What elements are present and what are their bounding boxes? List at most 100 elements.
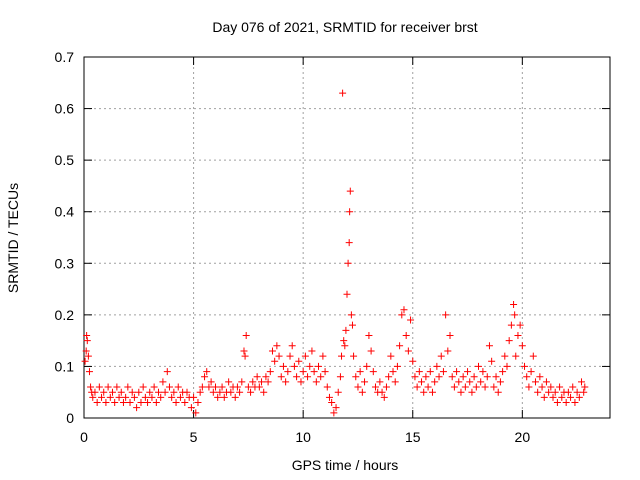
data-point: [190, 393, 198, 401]
data-point: [345, 239, 353, 247]
data-point: [205, 383, 213, 391]
data-point: [499, 368, 507, 376]
data-point: [404, 347, 412, 355]
data-point: [341, 342, 349, 350]
data-point: [352, 373, 360, 381]
data-point: [398, 311, 406, 319]
data-point: [220, 393, 228, 401]
data-point: [260, 388, 268, 396]
data-point: [536, 373, 544, 381]
data-point: [214, 393, 222, 401]
data-point: [83, 337, 91, 345]
data-point: [547, 383, 555, 391]
data-point: [338, 352, 346, 360]
data-point: [511, 311, 519, 319]
data-point: [470, 373, 478, 381]
data-point: [310, 368, 318, 376]
data-point: [279, 362, 287, 370]
data-point: [477, 378, 485, 386]
data-point: [415, 368, 423, 376]
x-tick-label: 0: [80, 429, 88, 445]
data-point: [567, 393, 575, 401]
data-point: [422, 373, 430, 381]
data-point: [82, 347, 90, 355]
data-point: [323, 383, 331, 391]
data-point: [170, 388, 178, 396]
y-tick-label: 0.3: [55, 255, 75, 271]
data-point: [176, 393, 184, 401]
data-point: [453, 368, 461, 376]
data-point: [264, 378, 272, 386]
data-point: [183, 388, 191, 396]
data-point: [558, 393, 566, 401]
data-point: [312, 378, 320, 386]
data-point: [139, 383, 147, 391]
data-point: [91, 388, 99, 396]
data-point: [117, 388, 125, 396]
y-tick-label: 0.4: [55, 204, 75, 220]
data-point: [273, 342, 281, 350]
data-point: [407, 316, 415, 324]
data-point: [148, 393, 156, 401]
data-point: [540, 393, 548, 401]
data-point: [242, 331, 250, 339]
data-point: [545, 388, 553, 396]
data-point: [111, 399, 119, 407]
data-point: [146, 388, 154, 396]
data-point: [361, 378, 369, 386]
data-point: [354, 383, 362, 391]
data-point: [258, 378, 266, 386]
y-tick-label: 0.7: [55, 49, 75, 65]
data-point: [396, 342, 404, 350]
data-point: [348, 321, 356, 329]
data-point: [413, 383, 421, 391]
data-point: [490, 383, 498, 391]
data-point: [356, 368, 364, 376]
data-point: [181, 399, 189, 407]
x-tick-label: 10: [295, 429, 311, 445]
data-point: [542, 378, 550, 386]
data-point: [196, 388, 204, 396]
data-point: [457, 388, 465, 396]
data-point: [455, 378, 463, 386]
data-point: [255, 383, 263, 391]
data-point: [580, 388, 588, 396]
data-point: [165, 383, 173, 391]
data-point: [249, 378, 257, 386]
y-axis-label: SRMTID / TECUs: [5, 183, 21, 293]
chart-title: Day 076 of 2021, SRMTID for receiver brs…: [212, 19, 477, 35]
data-point: [133, 404, 141, 412]
data-point: [450, 383, 458, 391]
data-point: [152, 399, 160, 407]
data-point: [130, 393, 138, 401]
data-point: [521, 362, 529, 370]
data-point: [339, 89, 347, 97]
data-point: [346, 208, 354, 216]
data-point: [391, 378, 399, 386]
data-point: [295, 357, 303, 365]
data-point: [168, 393, 176, 401]
data-point: [192, 409, 200, 417]
data-point: [479, 368, 487, 376]
data-point: [328, 399, 336, 407]
data-point: [317, 373, 325, 381]
data-point: [342, 326, 350, 334]
data-point: [481, 383, 489, 391]
data-point: [573, 388, 581, 396]
data-point: [571, 399, 579, 407]
data-point: [81, 357, 89, 365]
data-point: [231, 393, 239, 401]
data-point: [308, 347, 316, 355]
data-point: [385, 373, 393, 381]
data-point: [494, 388, 502, 396]
data-point: [240, 347, 248, 355]
data-point: [507, 321, 515, 329]
data-point: [389, 368, 397, 376]
data-point: [347, 311, 355, 319]
axis-ticks: 0 0.1 0.2 0.3 0.4 0.5 0.6 0.7 0 5 10 15 20: [55, 49, 610, 445]
data-point: [198, 383, 206, 391]
data-point: [122, 393, 130, 401]
data-point: [247, 388, 255, 396]
data-point: [266, 368, 274, 376]
data-point: [128, 388, 136, 396]
